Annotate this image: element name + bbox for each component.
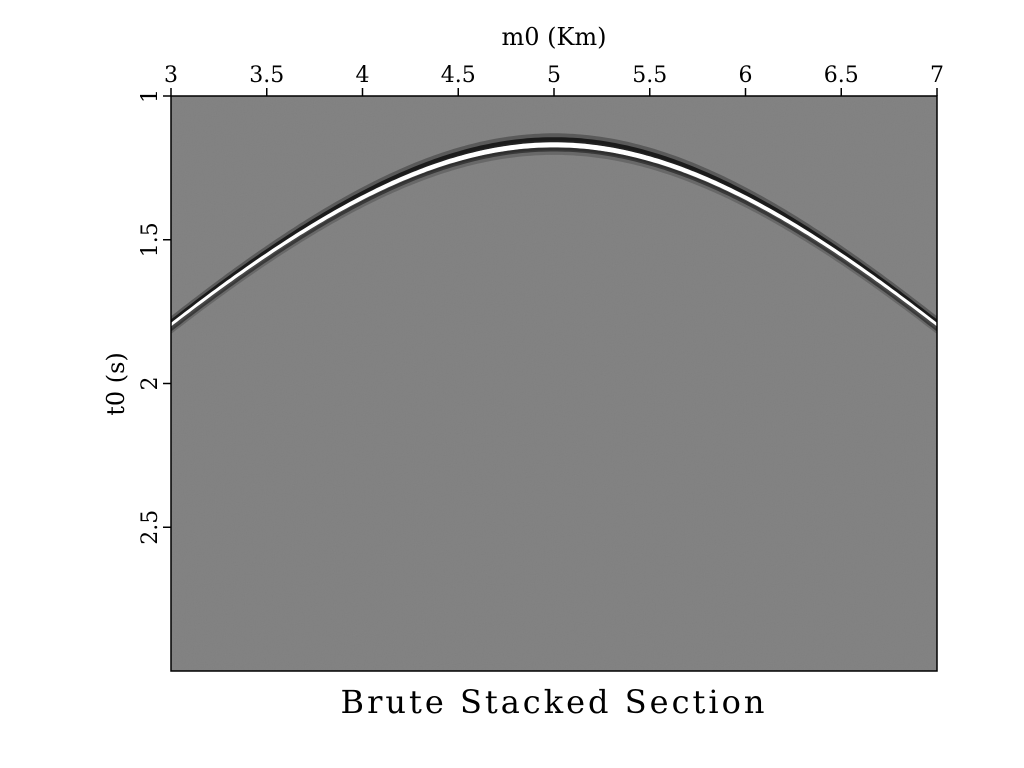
x-axis: 3 3.5 4 4.5 5 5.5 6 6.5 7 [164, 63, 944, 96]
chart-title: Brute Stacked Section [341, 683, 768, 721]
x-tick-label: 4.5 [441, 63, 476, 88]
x-tick-label: 6.5 [824, 63, 859, 88]
x-tick-label: 7 [930, 63, 944, 88]
y-tick-label: 1.5 [138, 222, 163, 257]
y-tick-label: 1 [138, 89, 163, 103]
event-dark-halo-lower [171, 149, 937, 334]
y-axis: 1 1.5 2 2.5 [138, 89, 171, 545]
event-dark-lobe-upper [171, 137, 937, 326]
x-axis-label: m0 (Km) [501, 23, 606, 51]
x-tick-label: 3.5 [249, 63, 284, 88]
x-tick-label: 5.5 [632, 63, 667, 88]
x-tick-label: 6 [739, 63, 753, 88]
x-tick-label: 5 [547, 63, 561, 88]
event-white-peak [171, 142, 937, 329]
event-dark-lobe-lower [171, 147, 937, 331]
y-axis-label: t0 (s) [102, 352, 130, 416]
x-tick-label: 3 [164, 63, 178, 88]
y-tick-label: 2 [138, 377, 163, 391]
noise-texture [171, 96, 937, 671]
x-tick-label: 4 [356, 63, 370, 88]
y-tick-label: 2.5 [138, 510, 163, 545]
reflection-event [171, 133, 937, 334]
